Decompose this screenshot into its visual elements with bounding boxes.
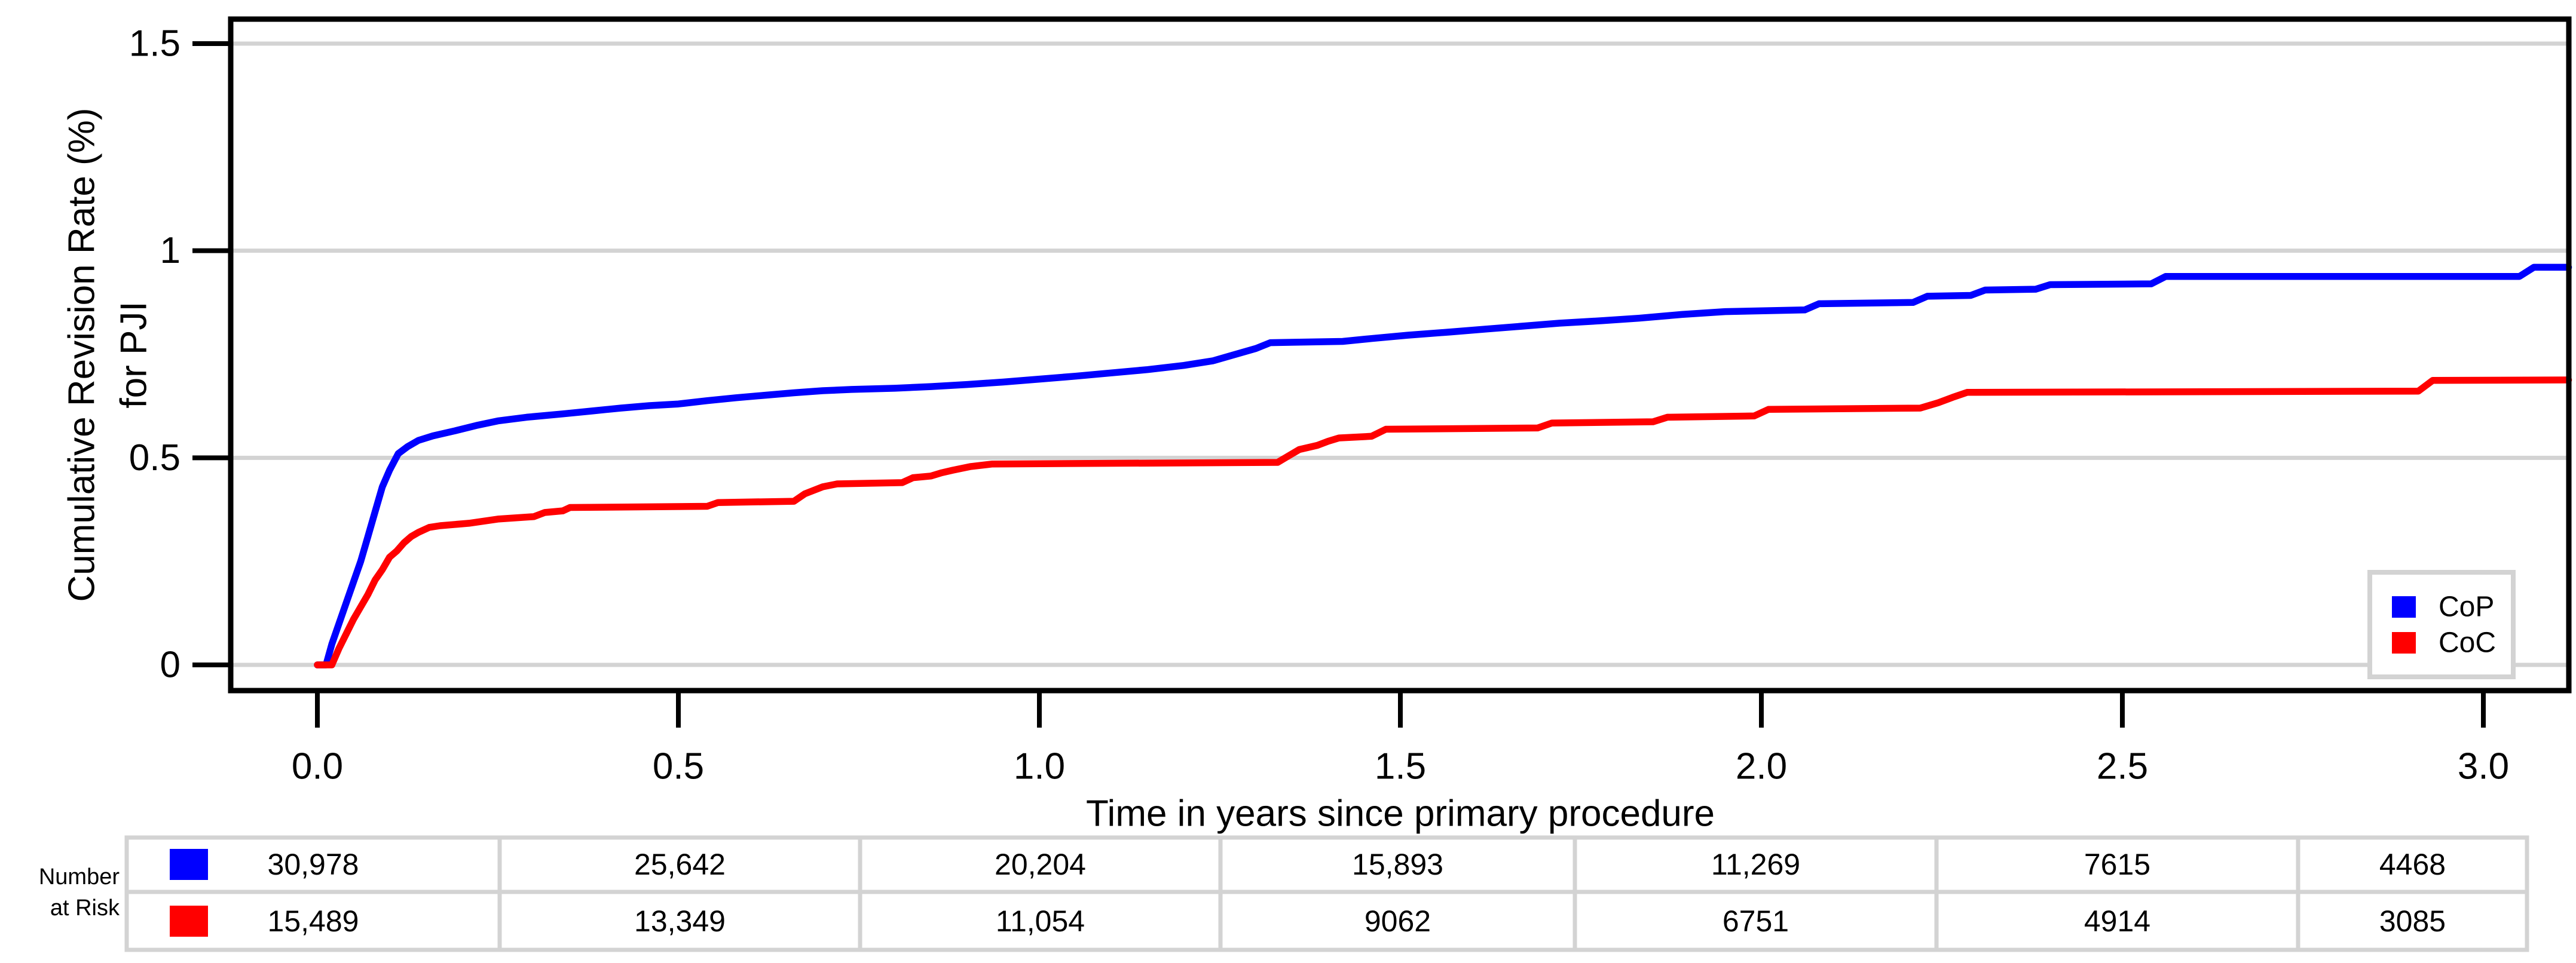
y-tick-label: 0.5 [129,437,180,479]
risk-cell-value: 6751 [1723,904,1789,938]
risk-cell-value: 7615 [2084,848,2150,881]
x-tick-label: 3.0 [2458,746,2509,787]
risk-cell-value: 3085 [2379,904,2446,938]
legend-label-cop: CoP [2439,591,2494,623]
x-tick-label: 0.5 [653,746,704,787]
series-cop-curve [314,263,2572,668]
risk-cell-value: 15,489 [268,904,359,938]
x-axis-title: Time in years since primary procedure [1086,793,1715,835]
series-coc-curve [314,376,2572,668]
risk-swatch-cop [170,849,208,880]
y-tick-label: 0 [160,645,180,686]
risk-cell-value: 15,893 [1352,848,1443,881]
risk-cell-value: 11,269 [1711,848,1800,881]
legend-box [2367,570,2516,679]
risk-table-header-line1: Number [39,864,120,890]
legend: CoP CoC [2367,570,2516,679]
x-tick-label: 1.0 [1014,746,1065,787]
legend-label-coc: CoC [2439,627,2496,659]
legend-swatch-cop [2392,596,2416,618]
y-axis-title-line1: Cumulative Revision Rate (%) [62,108,103,602]
risk-swatch-coc [170,906,208,937]
legend-swatch-coc [2392,632,2416,654]
y-tick-label: 1 [160,230,180,271]
x-tick-label: 1.5 [1375,746,1426,787]
risk-cell-value: 25,642 [634,848,726,881]
risk-cell-value: 4914 [2084,904,2150,938]
risk-cell-value: 4468 [2379,848,2446,881]
x-tick-label: 0.0 [292,746,343,787]
x-tick-label: 2.0 [1736,746,1787,787]
risk-table-header-line2: at Risk [50,895,120,921]
x-tick-label: 2.5 [2097,746,2148,787]
y-axis-title-line2: for PJI [114,301,155,408]
risk-cell-value: 30,978 [268,848,359,881]
y-tick-label: 1.5 [129,23,180,65]
risk-cell-value: 13,349 [634,904,726,938]
risk-cell-value: 11,054 [996,904,1085,938]
risk-table: 30,978 25,642 20,204 15,893 11,269 7615 4468 15… [39,835,2529,952]
risk-cell-value: 20,204 [995,848,1086,881]
risk-cell-value: 9062 [1365,904,1431,938]
